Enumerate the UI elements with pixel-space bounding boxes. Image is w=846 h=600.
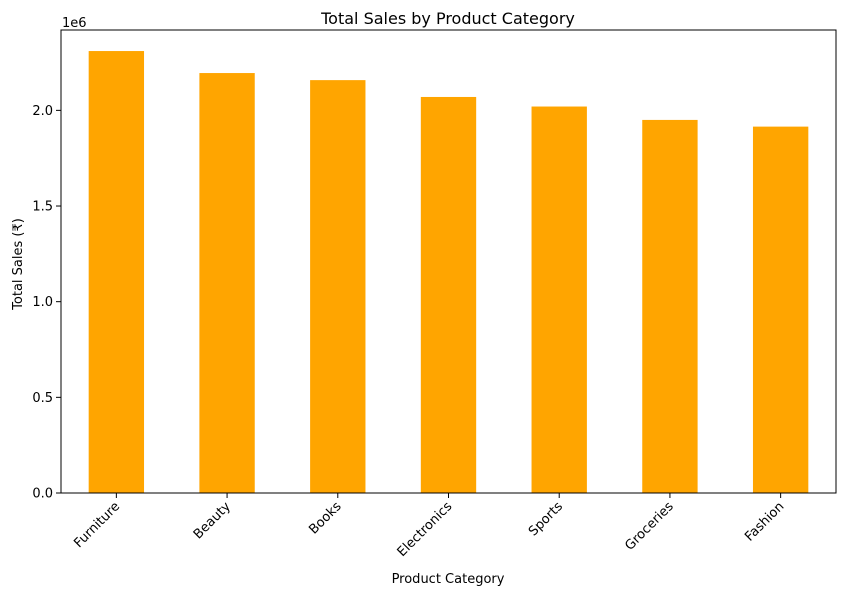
bar-electronics: [420, 96, 477, 494]
plot-frame: [60, 29, 837, 494]
y-axis-label: Total Sales (₹): [11, 218, 26, 311]
bar-books: [310, 80, 366, 493]
y-tick-label: 1.0: [32, 295, 53, 310]
y-tick-label: 2.0: [32, 104, 53, 119]
y-axis-ticks: 0.0 0.5 1.0 1.5 2.0: [32, 104, 61, 502]
x-axis-label: Product Category: [392, 572, 505, 587]
chart-title: Total Sales by Product Category: [320, 9, 575, 28]
bars-layer: [88, 51, 809, 494]
x-tick-label: Furniture: [71, 499, 123, 551]
x-tick-label: Beauty: [191, 499, 234, 542]
bar-furniture: [88, 51, 145, 493]
bar-beauty: [199, 73, 255, 494]
x-tick-label: Sports: [526, 499, 566, 539]
bar-fashion: [752, 126, 809, 493]
x-axis-ticks: Furniture Beauty Books Electronics Sports Gro…: [71, 493, 787, 560]
x-tick-label: Fashion: [742, 499, 787, 544]
y-axis-offset-label: 1e6: [62, 16, 87, 31]
y-tick-label: 0.5: [32, 391, 53, 406]
bar-groceries: [642, 119, 698, 494]
x-tick-label: Books: [306, 499, 344, 537]
bar-sports: [531, 106, 587, 493]
y-tick-label: 0.0: [32, 487, 53, 502]
y-tick-label: 1.5: [32, 200, 53, 215]
x-tick-label: Groceries: [622, 499, 677, 554]
x-tick-label: Electronics: [395, 499, 456, 560]
